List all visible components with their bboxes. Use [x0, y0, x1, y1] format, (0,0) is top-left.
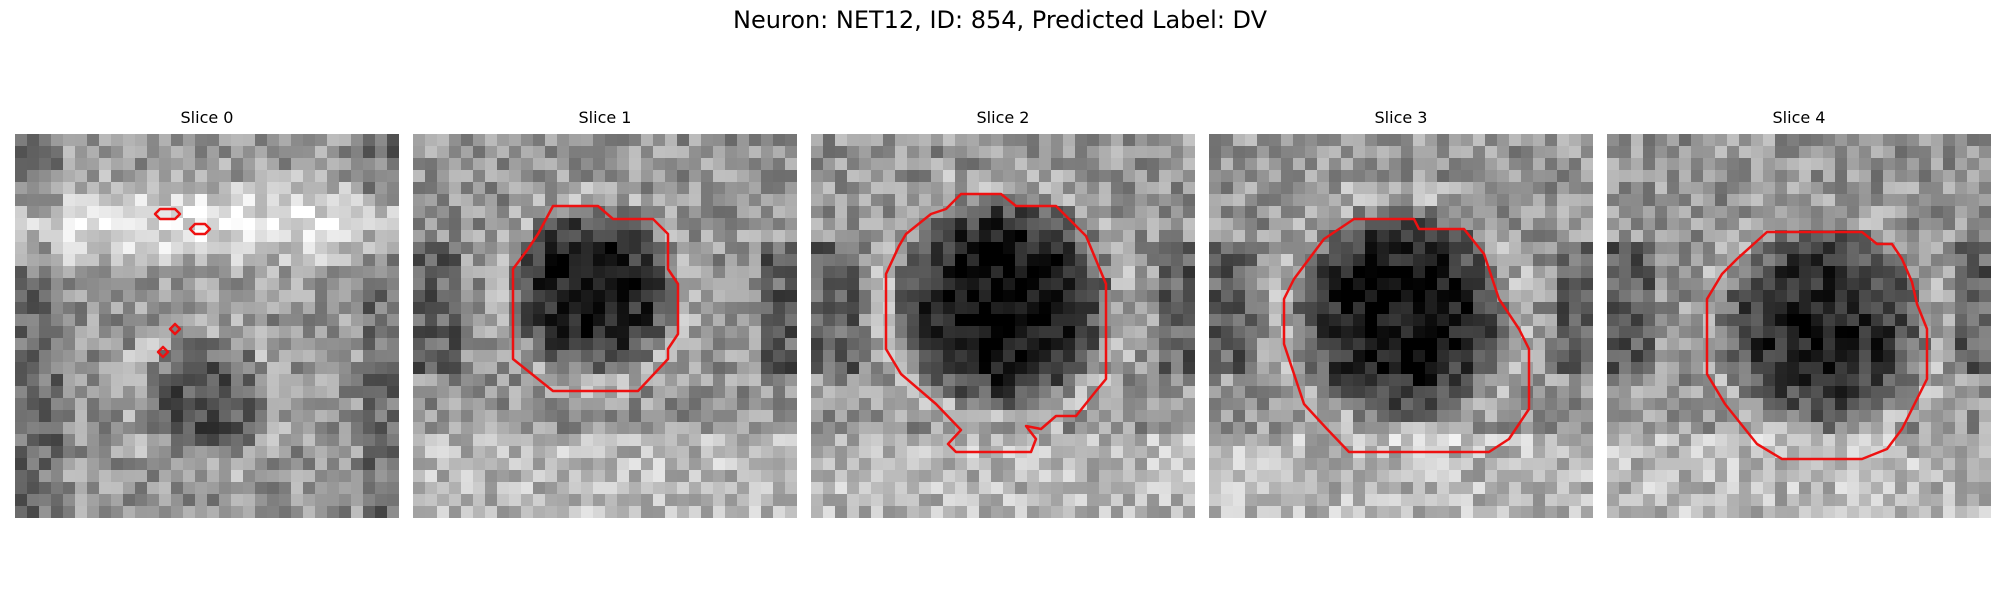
segmentation-contour — [1282, 217, 1531, 454]
slice-title: Slice 4 — [1772, 108, 1826, 127]
grayscale-pixels — [811, 134, 1195, 518]
segmentation-contour — [188, 222, 212, 236]
grayscale-pixels — [1209, 134, 1593, 518]
segmentation-contour — [884, 192, 1108, 454]
slice-image — [413, 134, 797, 518]
slice-title: Slice 1 — [578, 108, 632, 127]
figure-title: Neuron: NET12, ID: 854, Predicted Label:… — [732, 6, 1268, 34]
grayscale-pixels — [1607, 134, 1991, 518]
slice-title: Slice 2 — [976, 108, 1030, 127]
grayscale-pixels — [15, 134, 399, 518]
segmentation-contour — [511, 204, 680, 393]
segmentation-contour — [153, 207, 182, 221]
slice-title: Slice 0 — [180, 108, 234, 127]
segmentation-contour — [1705, 230, 1929, 461]
slice-image — [1607, 134, 1991, 518]
grayscale-pixels — [413, 134, 797, 518]
slice-image — [1209, 134, 1593, 518]
segmentation-contour — [168, 322, 182, 336]
slice-image — [15, 134, 399, 518]
slice-title: Slice 3 — [1374, 108, 1428, 127]
slice-image — [811, 134, 1195, 518]
segmentation-contour — [156, 345, 170, 359]
